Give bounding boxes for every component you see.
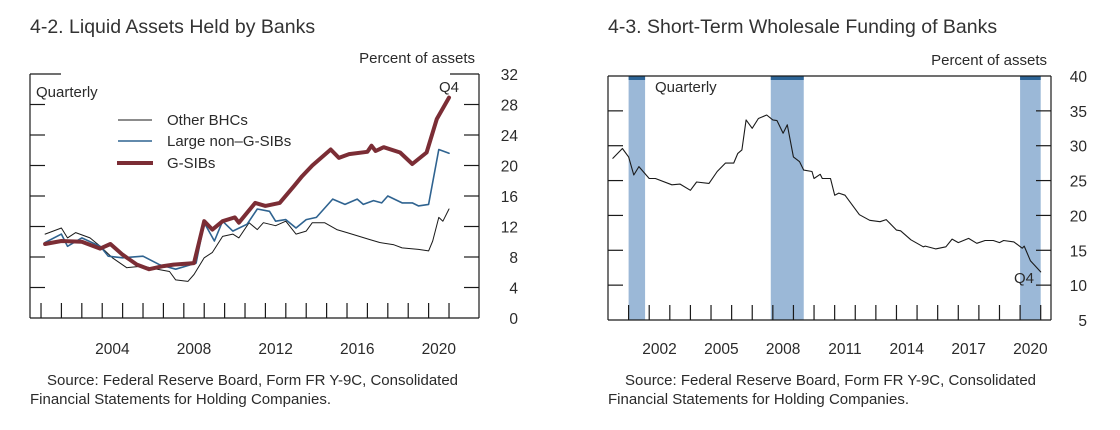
- y-tick-label: 10: [1070, 278, 1088, 295]
- legend-label-gsibs: G-SIBs: [167, 155, 215, 172]
- y-tick-label: 8: [509, 250, 518, 267]
- source-line-1: Source: Federal Reserve Board, Form FR Y…: [625, 372, 1036, 389]
- y-tick-label: 25: [1070, 174, 1087, 191]
- frequency-note: Quarterly: [36, 84, 98, 101]
- x-tick-label: 2020: [422, 341, 457, 358]
- legend: Other BHCs Large non–G-SIBs G-SIBs: [117, 112, 291, 172]
- x-tick-label: 2008: [177, 341, 211, 358]
- recession-shade: [628, 76, 646, 320]
- x-tick-label: 2017: [951, 341, 985, 358]
- frequency-note: Quarterly: [655, 79, 717, 96]
- series-line-short-term-wholesale-funding: [612, 114, 1042, 273]
- y-tick-label: 32: [501, 67, 518, 84]
- recession-shade-cap: [628, 76, 646, 80]
- x-tick-label: 2008: [766, 341, 800, 358]
- series-line-g-sibs: [43, 95, 451, 272]
- source-line-2: Financial Statements for Holding Compani…: [608, 391, 909, 408]
- x-tick-label: 2014: [890, 341, 925, 358]
- source-line-2: Financial Statements for Holding Compani…: [30, 391, 331, 408]
- legend-label-large-non-gsibs: Large non–G-SIBs: [167, 133, 291, 150]
- x-tick-label: 2011: [828, 341, 861, 358]
- y-axis-label: Percent of assets: [931, 52, 1047, 69]
- series-line-other-bhcs: [44, 208, 450, 282]
- y-axis-label: Percent of assets: [359, 50, 475, 67]
- plot-area: [29, 73, 480, 319]
- chart-title: 4-3. Short-Term Wholesale Funding of Ban…: [608, 16, 997, 38]
- y-tick-label: 12: [501, 220, 518, 237]
- y-tick-label: 4: [509, 281, 518, 298]
- plot-area: [607, 75, 1052, 321]
- y-tick-label: 30: [1070, 139, 1088, 156]
- x-tick-label: 2002: [642, 341, 676, 358]
- chart-liquid-assets: 4-2. Liquid Assets Held by Banks Percent…: [29, 16, 519, 408]
- end-label: Q4: [439, 79, 459, 96]
- chart-title: 4-2. Liquid Assets Held by Banks: [30, 16, 315, 38]
- y-tick-label: 5: [1078, 313, 1087, 330]
- recession-shade-cap: [1020, 76, 1041, 80]
- y-tick-label: 28: [501, 98, 518, 115]
- y-tick-label: 16: [501, 189, 518, 206]
- x-tick-label: 2012: [258, 341, 292, 358]
- y-tick-label: 40: [1070, 69, 1088, 86]
- source-line-1: Source: Federal Reserve Board, Form FR Y…: [47, 372, 458, 389]
- x-tick-label: 2004: [95, 341, 130, 358]
- recession-shade: [1020, 76, 1041, 320]
- recession-shade-cap: [770, 76, 804, 80]
- recession-shade: [770, 76, 804, 320]
- legend-label-other-bhcs: Other BHCs: [167, 112, 248, 129]
- y-tick-label: 0: [509, 311, 518, 328]
- x-tick-label: 2020: [1013, 341, 1048, 358]
- y-tick-label: 20: [501, 159, 519, 176]
- y-tick-label: 24: [501, 128, 519, 145]
- y-tick-label: 35: [1070, 104, 1087, 121]
- y-tick-label: 15: [1070, 243, 1087, 260]
- x-tick-label: 2016: [340, 341, 374, 358]
- x-tick-label: 2005: [704, 341, 738, 358]
- end-label: Q4: [1014, 270, 1034, 287]
- series-line-large-non-g-sibs: [44, 148, 450, 271]
- chart-wholesale-funding: 4-3. Short-Term Wholesale Funding of Ban…: [607, 16, 1088, 408]
- y-tick-label: 20: [1070, 208, 1088, 225]
